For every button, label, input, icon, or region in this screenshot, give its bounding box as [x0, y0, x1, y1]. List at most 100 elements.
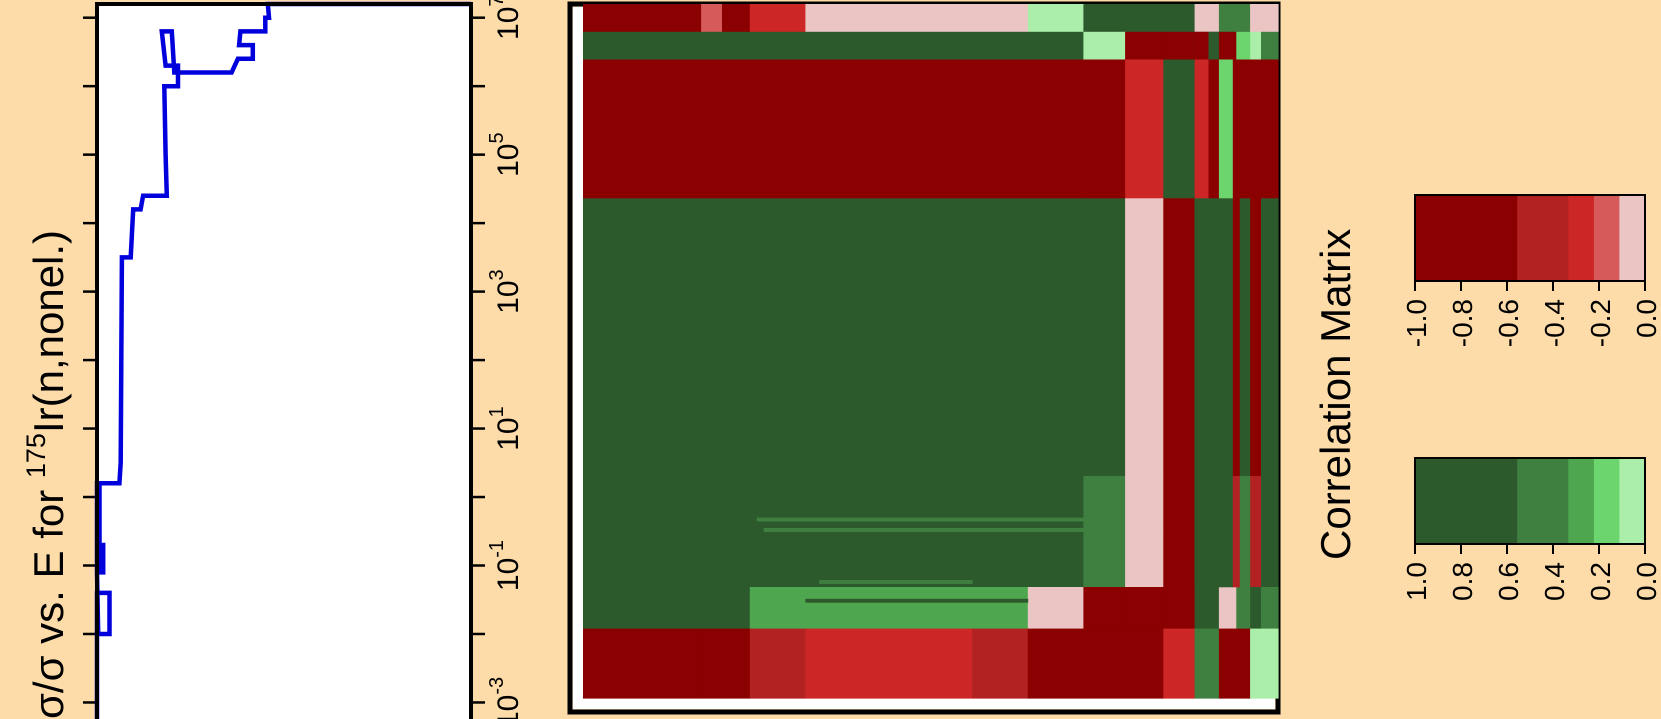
negative-colorbar-tick-label: -0.6 [1493, 299, 1524, 347]
heatmap-cell [972, 629, 1028, 699]
heatmap-cell [1195, 32, 1209, 60]
colorbar-title: Correlation Matrix [1312, 229, 1359, 560]
heatmap-cell [1083, 4, 1125, 32]
heatmap-cell [1195, 198, 1209, 476]
correlation-heatmap [570, 4, 1279, 712]
heatmap-cell [701, 629, 722, 699]
heatmap-cell [583, 587, 702, 629]
heatmap-cell [1163, 60, 1195, 199]
heatmap-cell [1219, 60, 1233, 199]
heatmap-cell [1125, 531, 1164, 587]
heatmap-cell [1028, 629, 1084, 699]
heatmap-cell [1219, 198, 1233, 476]
y-tick-label: 107 [486, 0, 525, 40]
heatmap-cell [1083, 60, 1125, 199]
positive-colorbar-tick-label: 0.0 [1631, 562, 1661, 601]
heatmap-cell [1209, 32, 1220, 60]
uncertainty-plot-area [97, 4, 471, 719]
heatmap-cell [722, 629, 750, 699]
heatmap-cell [1163, 4, 1195, 32]
heatmap-cell [1219, 476, 1233, 587]
heatmap-cell [1209, 60, 1220, 199]
heatmap-cell [1219, 629, 1251, 699]
heatmap-cell [1250, 587, 1261, 629]
heatmap-cell [583, 4, 702, 32]
negative-colorbar-tick-label: -0.8 [1447, 299, 1478, 347]
y-axis-label: σ/σ vs. E for 175Ir(n,nonel.) [21, 230, 72, 719]
positive-colorbar-swatch [1619, 458, 1645, 544]
heatmap-cell [757, 518, 1084, 522]
positive-colorbar [1415, 458, 1646, 554]
heatmap-cell [701, 4, 722, 32]
heatmap-cell [583, 476, 1028, 532]
positive-colorbar-tick-label: 0.4 [1539, 562, 1570, 601]
heatmap-cell [1250, 4, 1261, 32]
negative-colorbar-swatch [1517, 195, 1569, 281]
heatmap-cell [819, 580, 972, 584]
heatmap-cell [1195, 60, 1209, 199]
heatmap-cell [750, 4, 806, 32]
colorbar-legend: Correlation Matrix -1.0 -0.8 -0.6 -0.4 -0.2 0… [1312, 195, 1661, 601]
heatmap-cell [1250, 629, 1261, 699]
heatmap-cell [1125, 32, 1164, 60]
heatmap-cell [1195, 476, 1209, 587]
heatmap-cell [701, 587, 750, 629]
heatmap-cell [764, 528, 1084, 532]
negative-colorbar-tick-labels: -1.0 -0.8 -0.6 -0.4 -0.2 0.0 [1401, 299, 1661, 347]
negative-colorbar-swatch [1594, 195, 1620, 281]
heatmap-cell [1083, 629, 1164, 699]
heatmap-cell [1163, 531, 1195, 587]
heatmap-cell [805, 599, 1028, 603]
negative-colorbar-tick-label: -0.4 [1539, 299, 1570, 347]
heatmap-cell [1125, 587, 1164, 629]
heatmap-cell [1125, 476, 1164, 532]
heatmap-cell [1250, 60, 1261, 199]
heatmap-cell [1219, 4, 1251, 32]
heatmap-cell [1240, 476, 1251, 587]
heatmap-cell [1250, 198, 1261, 476]
heatmap-cell [1163, 587, 1195, 629]
heatmap-cell [1163, 32, 1195, 60]
heatmap-cell [805, 629, 972, 699]
heatmap-cell [583, 198, 1084, 476]
negative-colorbar-tick-label: 0.0 [1631, 299, 1661, 338]
heatmap-cell [583, 629, 702, 699]
heatmap-cell [722, 4, 750, 32]
heatmap-cell [1209, 198, 1220, 476]
heatmap-cell [1250, 476, 1261, 587]
y-tick-label: 101 [486, 406, 525, 451]
heatmap-cell [583, 531, 1084, 587]
negative-colorbar-tick-label: -0.2 [1585, 299, 1616, 347]
heatmap-cell [805, 4, 1028, 32]
heatmap-cell [1083, 587, 1125, 629]
positive-colorbar-swatch [1568, 458, 1594, 544]
heatmap-cell [1233, 60, 1251, 199]
heatmap-cell [1163, 629, 1195, 699]
heatmap-cell [1209, 476, 1220, 587]
heatmap-cell [1250, 32, 1261, 60]
heatmap-cell [1195, 629, 1220, 699]
heatmap-cell [750, 629, 806, 699]
negative-colorbar-tick-label: -1.0 [1401, 299, 1432, 347]
y-axis-label-suffix: Ir(n,nonel.) [25, 230, 72, 433]
y-tick-label: 103 [486, 269, 525, 314]
positive-colorbar-tick-label: 0.2 [1585, 562, 1616, 601]
heatmap-cell [1195, 4, 1220, 32]
heatmap-cell [1125, 4, 1164, 32]
y-tick-label: 105 [486, 132, 525, 177]
y-axis-label-superscript: 175 [21, 433, 51, 478]
heatmap-cell [750, 587, 1029, 629]
heatmap-cell [1083, 476, 1125, 532]
heatmap-cell [1125, 198, 1164, 476]
heatmap-cell [1028, 587, 1084, 629]
heatmap-cell [1233, 198, 1240, 476]
positive-colorbar-tick-label: 0.8 [1447, 562, 1478, 601]
heatmap-cell [1163, 198, 1195, 476]
heatmap-cell [1028, 4, 1084, 32]
heatmap-cell [583, 60, 1084, 199]
uncertainty-plot: 10-3 10-1 101 103 105 107 σ/σ vs. E for 175Ir… [21, 0, 525, 719]
heatmap-cell [1028, 476, 1084, 532]
y-axis-label-prefix: σ/σ vs. E for [25, 478, 72, 719]
heatmap-cell [1083, 198, 1125, 476]
